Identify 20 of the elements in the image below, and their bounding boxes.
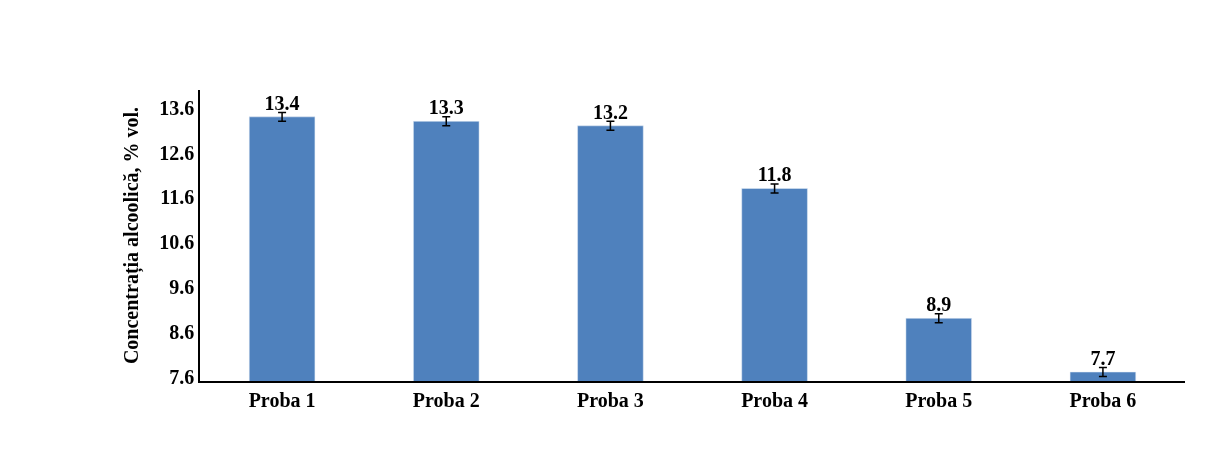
x-tick-label: Proba 5 [905,388,973,411]
y-tick-label: 12.6 [159,141,195,164]
data-label: 13.3 [428,96,464,119]
data-label: 8.9 [926,293,952,316]
data-label: 11.8 [757,163,792,186]
data-label: 13.2 [592,100,628,123]
x-tick-label: Proba 3 [576,388,644,411]
data-label: 7.7 [1090,347,1116,370]
y-tick-label: 8.6 [169,320,195,343]
y-tick-label: 13.6 [159,96,195,119]
y-tick-label: 10.6 [159,231,195,254]
x-tick-label: Proba 2 [412,388,480,411]
data-label: 13.4 [264,91,300,114]
x-tick-label: Proba 6 [1069,388,1137,411]
y-tick-label: 9.6 [169,275,195,298]
y-axis-title: Concentrația alcoolică, % vol. [120,106,145,365]
x-tick-label: Proba 1 [248,388,316,411]
y-tick-label: 7.6 [169,365,195,388]
y-tick-label: 11.6 [160,186,195,209]
x-tick-label: Proba 4 [741,388,809,411]
